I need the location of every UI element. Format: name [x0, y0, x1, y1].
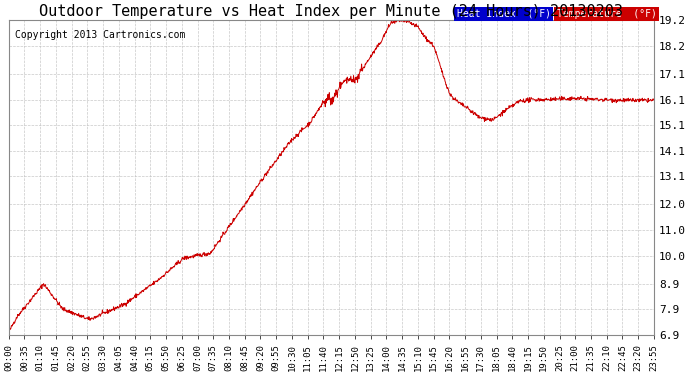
Title: Outdoor Temperature vs Heat Index per Minute (24 Hours) 20130203: Outdoor Temperature vs Heat Index per Mi… — [39, 4, 623, 19]
Text: Temperature  (°F): Temperature (°F) — [557, 9, 657, 19]
Text: Heat Index  (°F): Heat Index (°F) — [457, 9, 551, 19]
Text: Copyright 2013 Cartronics.com: Copyright 2013 Cartronics.com — [15, 30, 186, 40]
